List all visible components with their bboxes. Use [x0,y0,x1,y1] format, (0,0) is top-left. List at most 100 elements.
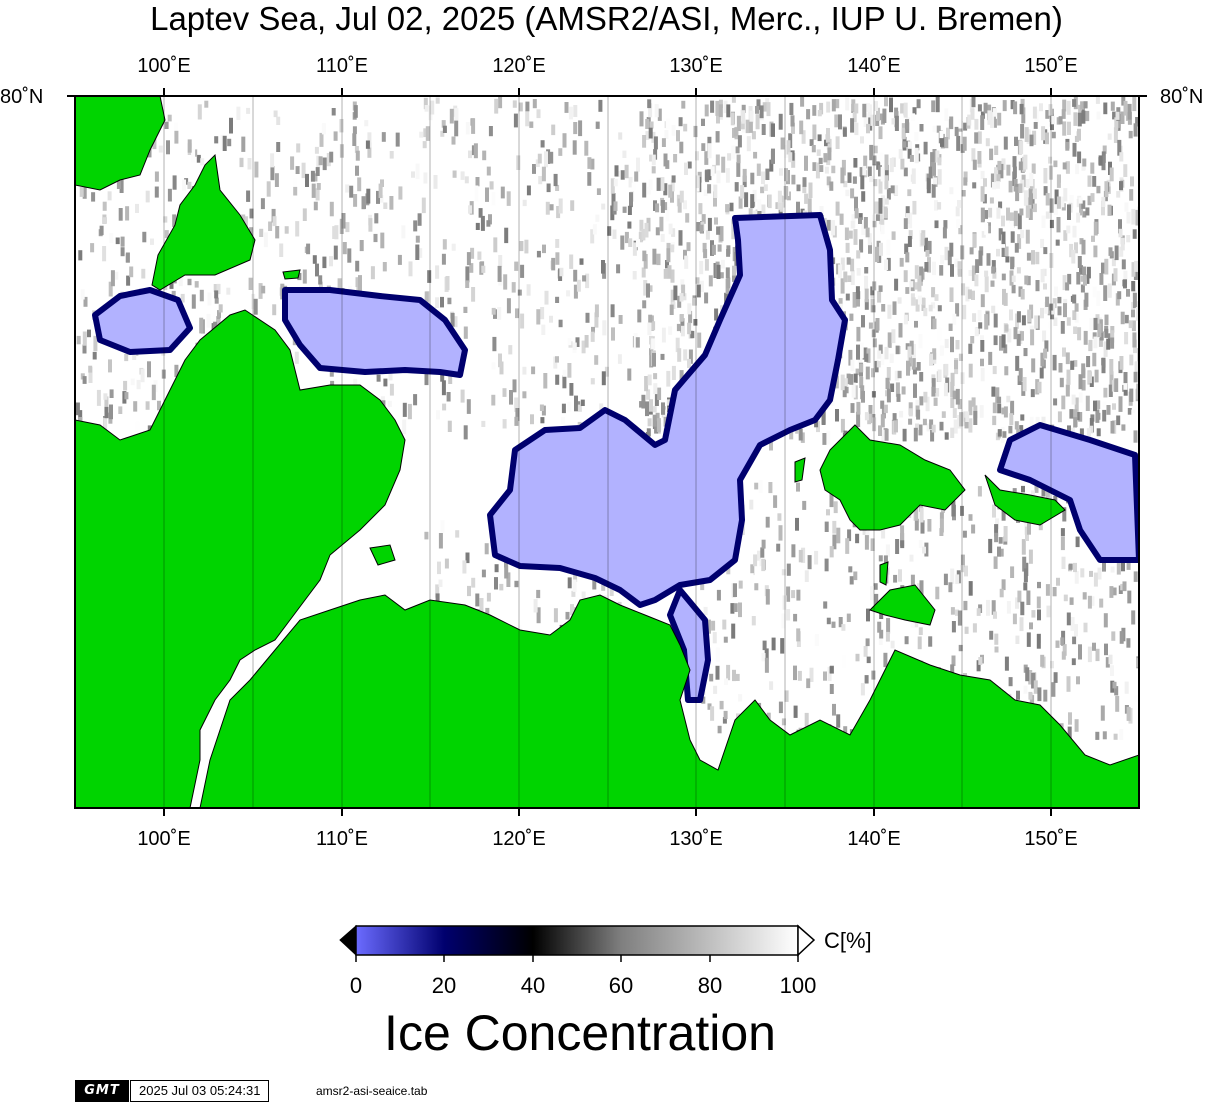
ice-pixel [1114,245,1119,261]
ice-pixel [826,430,831,445]
ice-pixel [875,214,880,221]
ice-pixel [314,146,319,154]
ice-pixel [688,310,693,324]
ice-pixel [925,250,930,257]
ice-pixel [829,181,834,191]
ice-pixel [478,208,483,218]
ice-pixel [1021,539,1026,555]
ice-pixel [652,414,657,427]
ice-pixel [1119,152,1124,162]
ice-pixel [954,360,958,370]
ice-pixel [971,97,976,108]
ice-pixel [914,518,919,531]
ice-pixel [860,136,864,144]
ice-pixel [816,149,821,156]
ice-pixel [677,295,682,308]
ice-pixel [331,108,336,116]
ice-pixel [1134,695,1139,702]
ice-pixel [858,217,862,224]
ice-pixel [687,322,692,335]
ice-pixel [481,265,486,273]
ice-pixel [684,255,689,269]
ice-pixel [931,424,936,433]
ice-pixel [511,282,516,293]
ice-pixel [725,168,730,183]
ice-pixel [197,104,202,120]
ice-pixel [707,169,712,181]
ice-pixel [734,182,739,192]
ice-pixel [1050,121,1054,131]
ice-pixel [652,406,657,413]
ice-pixel [856,291,861,300]
ice-pixel [1023,685,1028,694]
ice-pixel [856,326,861,342]
ice-pixel [592,224,597,235]
ice-pixel [1126,638,1131,648]
ice-pixel [1117,139,1122,156]
ice-pixel [956,219,961,228]
ice-pixel [1110,680,1115,693]
ice-pixel [1068,712,1072,725]
ice-pixel [846,373,851,385]
ice-pixel [544,151,548,168]
ice-pixel [884,428,889,441]
ice-pixel [1045,193,1050,206]
ice-pixel [968,363,973,378]
ice-pixel [465,552,470,564]
ice-pixel [663,153,668,167]
ice-pixel [670,179,675,192]
ice-pixel [905,213,910,224]
ice-pixel [1014,421,1019,430]
ice-pixel [631,182,636,191]
ice-pixel [1006,601,1011,614]
ice-pixel [293,186,298,196]
ice-pixel [715,665,720,680]
ice-pixel [1037,581,1041,589]
ice-pixel [804,712,809,727]
ice-pixel [898,569,902,582]
ice-pixel [835,99,840,109]
ice-pixel [1092,352,1097,367]
ice-pixel [1066,100,1071,115]
ice-pixel [931,302,936,309]
ice-pixel [864,412,869,421]
ice-pixel [889,158,894,173]
ice-pixel [587,157,592,169]
ice-pixel [749,499,754,510]
ice-pixel [652,248,657,265]
ice-pixel [738,694,743,702]
land-masses [75,96,1139,808]
ice-pixel [656,253,661,266]
ice-pixel [512,379,517,393]
ice-pixel [919,266,924,282]
ice-pixel [909,155,914,162]
ice-pixel [1050,660,1054,669]
ice-pixel [740,121,745,130]
ice-pixel [1050,116,1055,125]
ice-pixel [1097,567,1102,580]
ice-pixel [1099,273,1104,285]
ice-pixel [1129,189,1134,201]
ice-pixel [1036,634,1041,649]
ice-pixel [855,368,860,376]
ice-pixel [909,355,913,367]
ice-pixel [355,260,360,272]
ice-pixel [680,318,685,333]
ice-pixel [607,226,612,236]
ice-pixel [241,214,246,222]
land-severnaya-zemlya-north [75,96,166,191]
ice-pixel [566,290,571,297]
ice-pixel [1104,643,1108,656]
ice-pixel [107,191,112,201]
ice-pixel [1074,624,1078,637]
ice-pixel [216,283,221,295]
ice-pixel [1057,306,1062,316]
ice-pixel [683,200,687,210]
ice-pixel [929,419,934,430]
ice-pixel [570,604,574,615]
ice-pixel [1110,101,1115,111]
ice-pixel [684,162,688,175]
ice-pixel [905,119,909,130]
ice-pixel [467,585,471,597]
ice-pixel [140,368,145,383]
